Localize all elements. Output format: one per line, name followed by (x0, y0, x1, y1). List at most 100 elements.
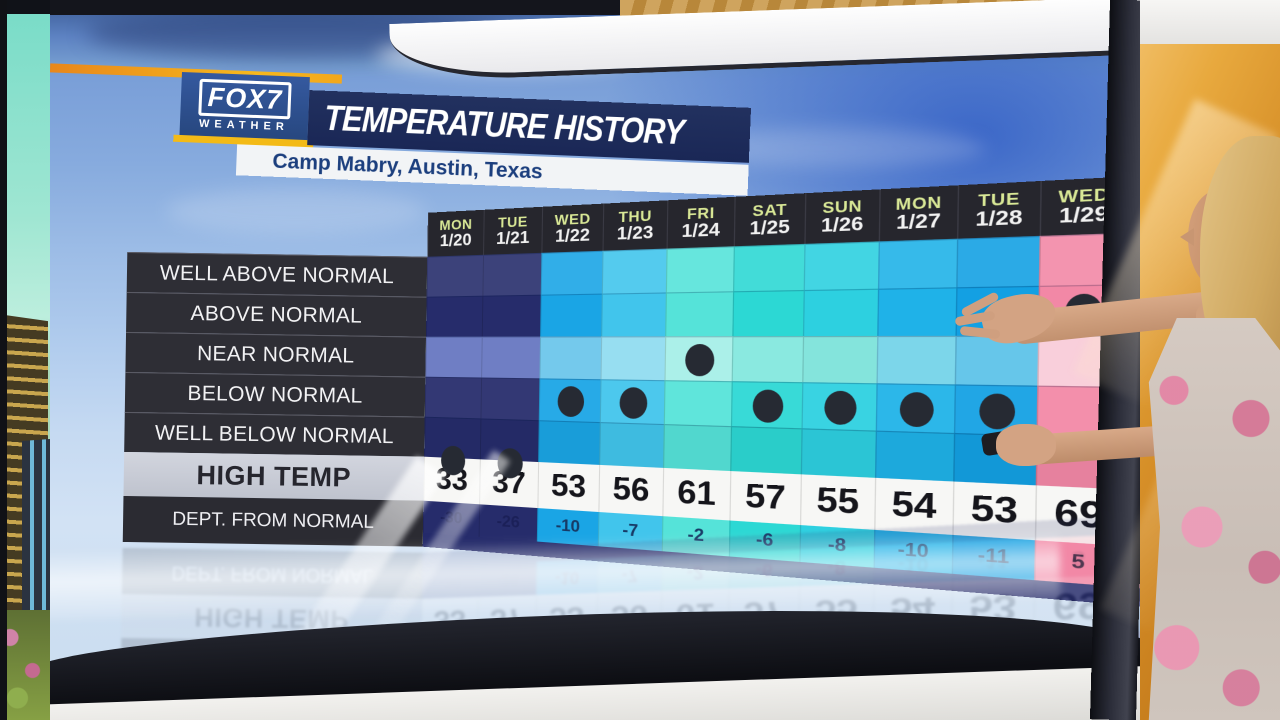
day-date: 1/28 (975, 207, 1022, 231)
category-cell (425, 377, 481, 419)
day-date: 1/25 (749, 217, 790, 239)
category-cell (878, 239, 957, 289)
category-cell (666, 246, 734, 292)
day-date: 1/21 (496, 229, 530, 249)
observation-dot (557, 385, 584, 416)
day-date: 1/24 (681, 220, 720, 241)
category-cell (664, 380, 732, 426)
category-cell (427, 255, 483, 297)
category-cell (482, 295, 541, 337)
day-header: FRI 1/24 (667, 197, 735, 249)
observation-dot (899, 391, 933, 427)
day-header: SUN 1/26 (804, 189, 879, 244)
category-cell (731, 381, 802, 428)
category-cell (732, 336, 803, 382)
day-date: 1/27 (896, 211, 941, 234)
category-cell (540, 294, 602, 337)
day-header: TUE 1/28 (957, 181, 1040, 239)
category-cell (663, 424, 731, 471)
day-column: SAT1/2557-6 (729, 193, 805, 562)
row-label-near: NEAR NORMAL (125, 332, 426, 377)
category-cell (426, 296, 482, 337)
top-bezel-dark (46, 0, 666, 15)
day-date: 1/20 (440, 231, 472, 250)
category-cell (602, 249, 667, 294)
observation-dot (684, 343, 713, 375)
category-cell (801, 428, 876, 478)
high-temp-label: HIGH TEMP (123, 452, 424, 501)
day-header: WED 1/22 (541, 204, 603, 253)
high-temp-value: 55 (800, 474, 875, 529)
day-header: SAT 1/25 (734, 193, 805, 246)
category-cell (425, 337, 481, 378)
category-cell (665, 291, 733, 336)
category-cell (801, 382, 876, 430)
category-cell (954, 384, 1037, 435)
category-cell (802, 336, 877, 383)
mural-edge (0, 0, 7, 720)
category-cell (955, 286, 1038, 336)
category-cell (480, 377, 539, 420)
category-cell (876, 336, 955, 385)
category-cell (804, 241, 879, 290)
category-cell (599, 422, 664, 468)
day-date: 1/22 (555, 226, 590, 246)
board: WELL ABOVE NORMAL ABOVE NORMAL NEAR NORM… (123, 208, 1188, 559)
category-cell (664, 336, 732, 381)
day-column: MON1/2754-10 (874, 185, 958, 573)
observation-dot (440, 445, 464, 475)
category-cell (732, 290, 803, 336)
category-cell (541, 251, 603, 295)
fox7-logo-text: FOX7 (198, 79, 292, 120)
mural-flowers (0, 610, 50, 720)
category-cell (955, 336, 1038, 386)
day-column: FRI1/2461-2 (662, 197, 735, 557)
category-cell (538, 420, 600, 465)
row-label-below: BELOW NORMAL (125, 372, 426, 417)
left-skyline-mural (0, 0, 50, 720)
day-date: 1/29 (1059, 203, 1109, 228)
category-cell (600, 379, 665, 424)
day-header: MON 1/27 (879, 185, 958, 241)
category-cell (539, 378, 601, 422)
category-cell (424, 417, 480, 460)
category-cell (956, 236, 1039, 287)
day-header: THU 1/23 (602, 200, 667, 250)
category-cell (600, 336, 665, 380)
dept-from-normal-value: -26 (479, 504, 538, 541)
category-cell (877, 287, 956, 336)
row-label-above: ABOVE NORMAL (126, 292, 427, 337)
day-date: 1/23 (617, 223, 654, 244)
day-header: MON 1/20 (427, 210, 483, 257)
day-date: 1/26 (821, 214, 864, 237)
high-temp-value: 53 (537, 462, 599, 512)
category-cell (730, 426, 801, 474)
high-temp-value: 61 (662, 468, 730, 521)
observation-dot (824, 390, 857, 425)
white-wall-top (1140, 0, 1280, 46)
category-cell (803, 289, 878, 336)
day-column: THU1/2356-7 (598, 200, 667, 551)
labels-spacer (127, 208, 428, 257)
weather-logo-text: WEATHER (180, 117, 308, 134)
category-cell (875, 431, 954, 482)
row-label-well-below: WELL BELOW NORMAL (124, 412, 425, 457)
tv-frame: WELL ABOVE NORMAL ABOVE NORMAL NEAR NORM… (0, 0, 1280, 720)
high-temp-value: 56 (598, 465, 663, 516)
category-cell (539, 336, 601, 379)
day-column: TUE1/2853-11 (952, 181, 1041, 580)
day-column: WED1/2253-10 (537, 204, 603, 547)
day-column: SUN1/2655-8 (799, 189, 879, 567)
category-cell (876, 383, 955, 433)
high-temp-value: 57 (729, 471, 800, 525)
observation-dot (978, 393, 1014, 430)
row-labels-column: WELL ABOVE NORMAL ABOVE NORMAL NEAR NORM… (123, 208, 428, 547)
row-label-well-above: WELL ABOVE NORMAL (127, 252, 428, 297)
category-cell (481, 337, 540, 379)
category-cell (482, 253, 541, 296)
observation-dot (619, 387, 647, 419)
amber-glass-panel (1140, 44, 1280, 720)
fox7-weather-logo: FOX7 WEATHER (179, 72, 309, 141)
day-header: TUE 1/21 (483, 207, 542, 255)
category-cell (953, 433, 1036, 485)
